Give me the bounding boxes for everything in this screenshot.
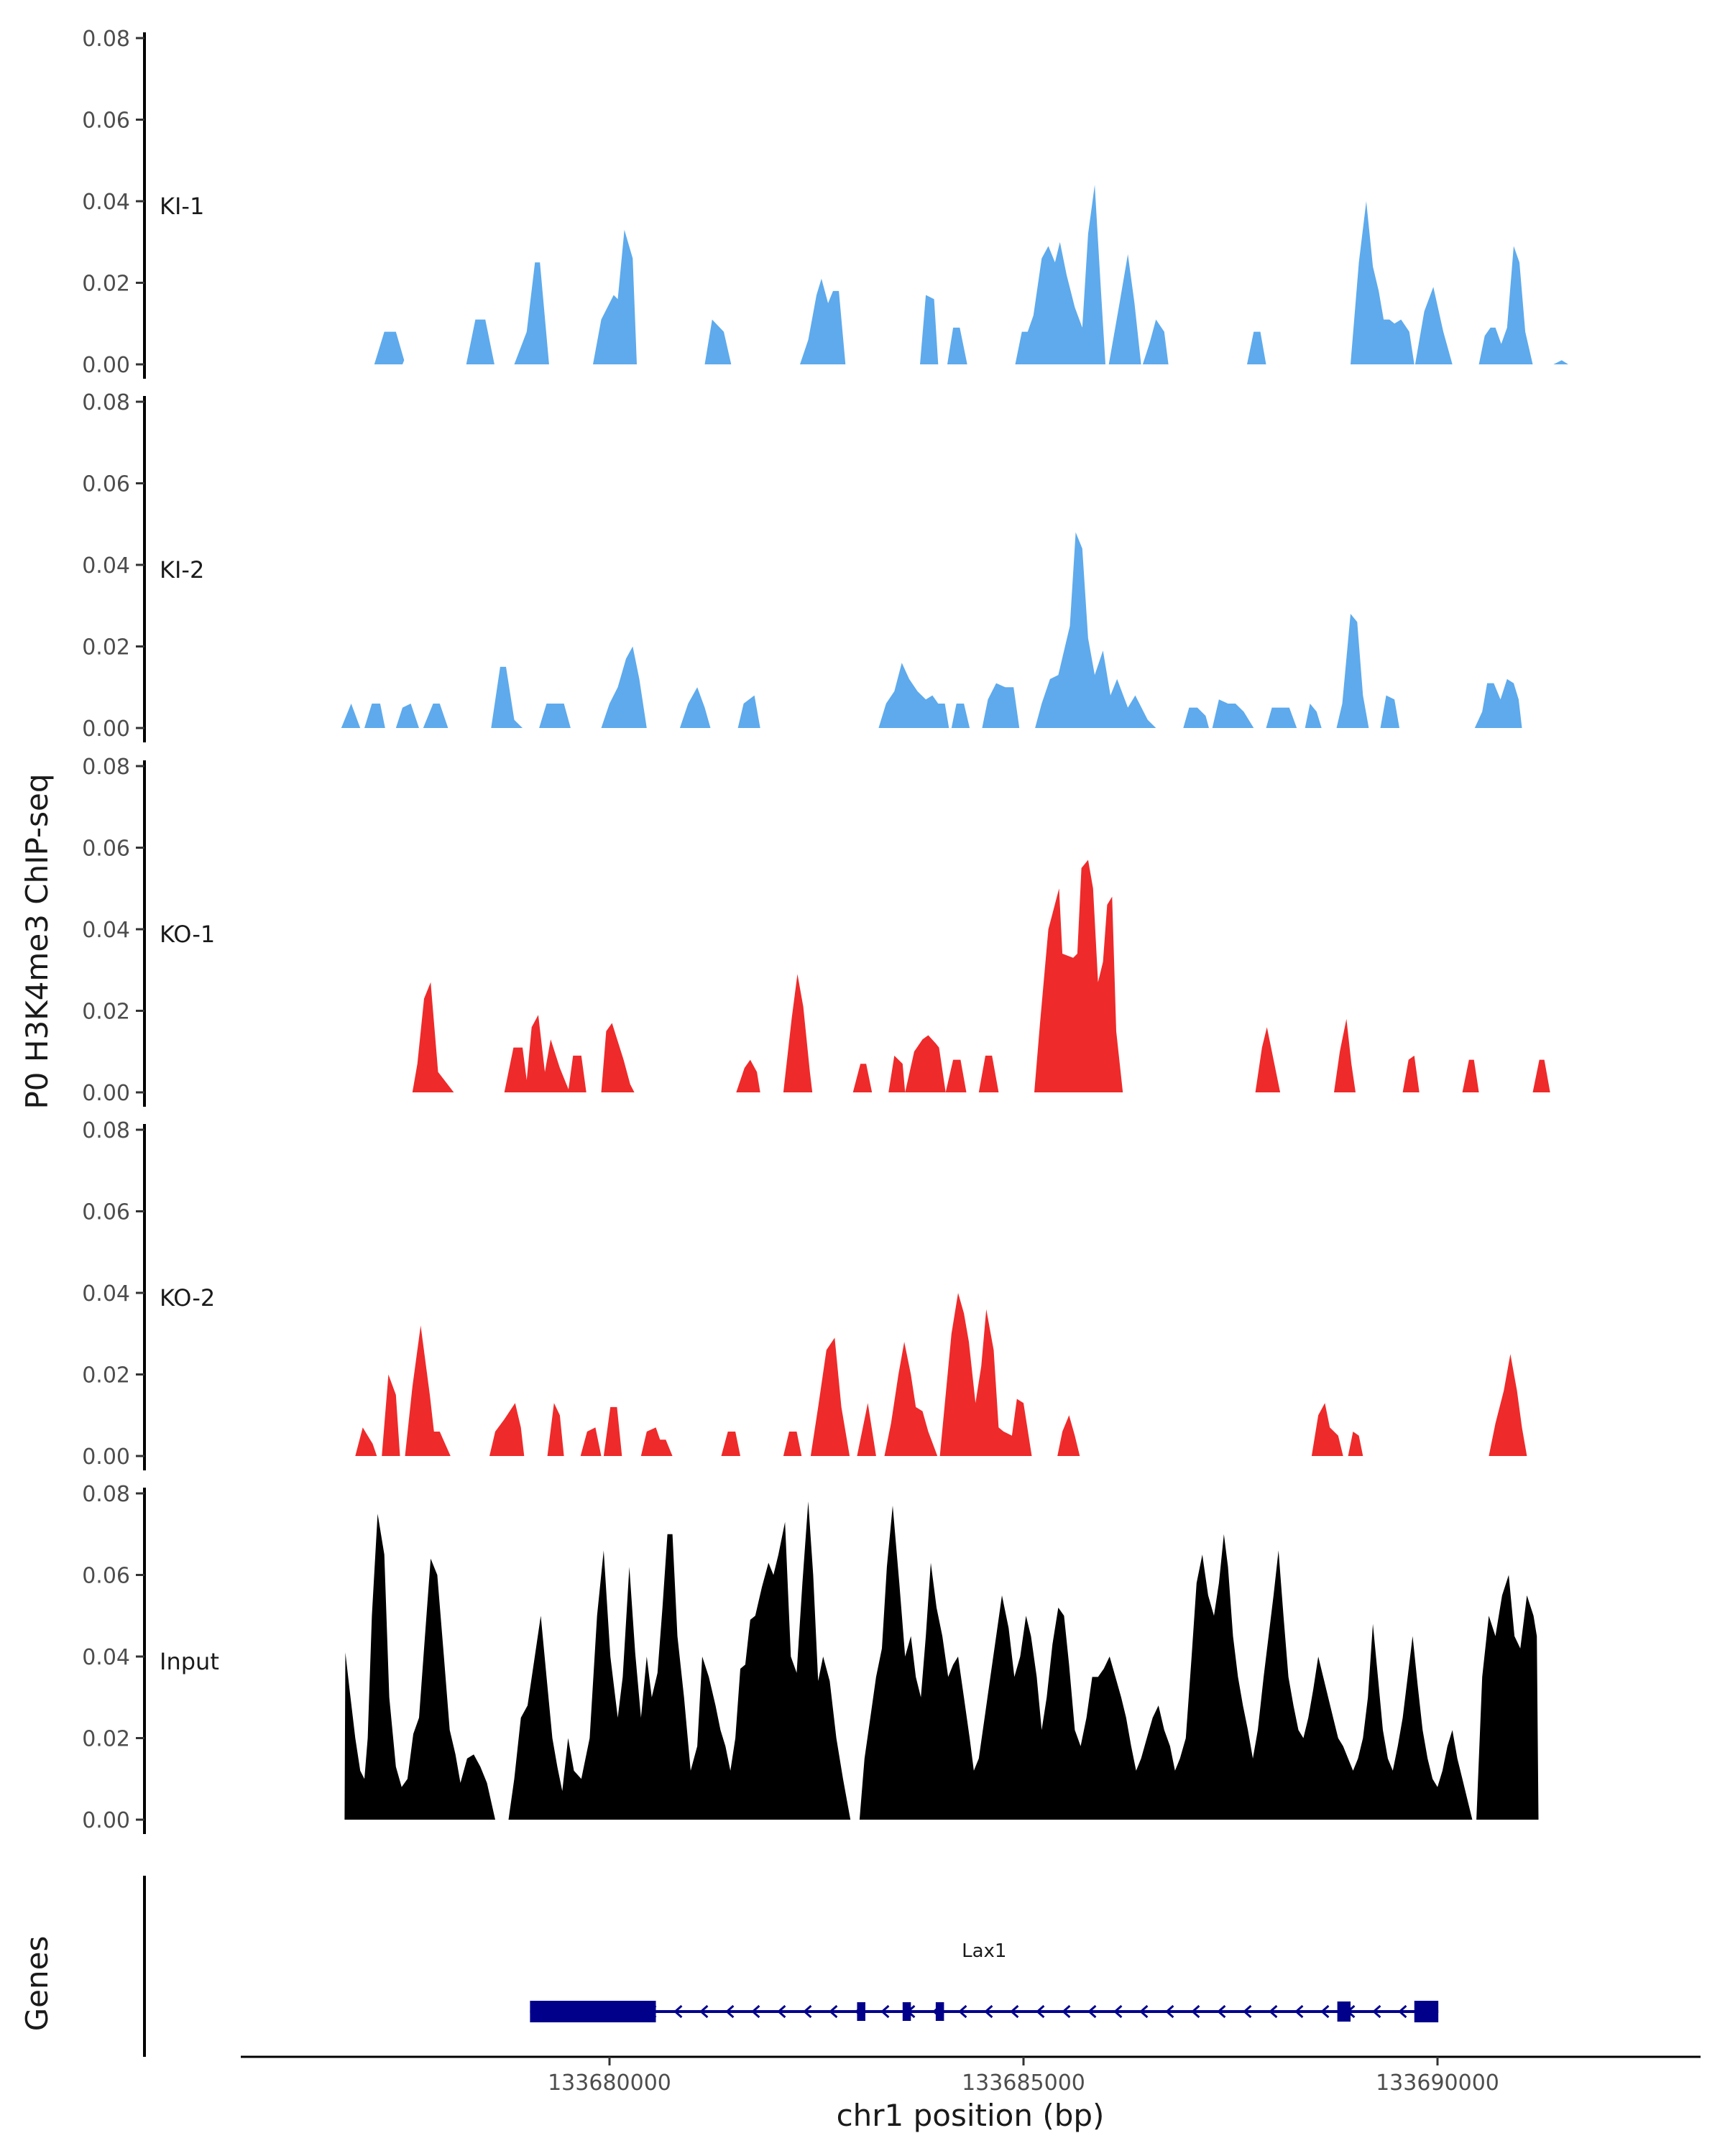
gene-exon <box>1337 2001 1351 2022</box>
y-tick-label-input: 0.00 <box>82 1808 130 1833</box>
gene-strand-arrow <box>777 2004 786 2019</box>
gene-strand-arrow <box>1087 2004 1097 2019</box>
y-tick-label-ko-1: 0.00 <box>82 1081 130 1106</box>
gene-strand-arrow <box>1139 2004 1149 2019</box>
gene-strand-arrow <box>725 2004 735 2019</box>
gene-strand-arrow <box>751 2004 760 2019</box>
gene-strand-arrow <box>984 2004 993 2019</box>
y-tick-label-ko-2: 0.02 <box>82 1363 130 1388</box>
gene-strand-arrow <box>1217 2004 1226 2019</box>
y-tick-label-ki-1: 0.04 <box>82 190 130 215</box>
gene-strand-arrow <box>1294 2004 1304 2019</box>
gene-label-lax1: Lax1 <box>962 1940 1006 1962</box>
y-tick-label-ko-1: 0.08 <box>82 755 130 780</box>
x-axis: 133680000 133685000 133690000 <box>241 2055 1701 2096</box>
gene-exon <box>902 2002 911 2021</box>
y-tick-label-input: 0.06 <box>82 1564 130 1589</box>
gene-strand-arrow <box>1036 2004 1045 2019</box>
coverage-area-ki-1 <box>374 185 1568 364</box>
gene-strand-arrow <box>1320 2004 1330 2019</box>
y-tick-label-ki-1: 0.00 <box>82 353 130 378</box>
gene-strand-arrow <box>1191 2004 1200 2019</box>
coverage-area-ko-1 <box>412 860 1550 1092</box>
x-tick-label: 133685000 <box>962 2070 1085 2096</box>
y-tick-label-ko-2: 0.04 <box>82 1281 130 1307</box>
coverage-area-ko-2 <box>355 1293 1527 1456</box>
y-tick-label-input: 0.02 <box>82 1727 130 1752</box>
gene-strand-arrow <box>673 2004 683 2019</box>
gene-strand-arrow <box>803 2004 812 2019</box>
track-panel-input: 0.00 0.02 0.04 0.06 0.08 Input <box>82 1482 1539 1834</box>
y-tick-label-input: 0.04 <box>82 1645 130 1670</box>
y-tick-label-ki-2: 0.08 <box>82 390 130 415</box>
y-tick-label-ko-2: 0.00 <box>82 1445 130 1470</box>
track-label-ki-1: KI-1 <box>160 193 204 220</box>
x-tick-label: 133680000 <box>548 2070 671 2096</box>
gene-strand-arrow <box>829 2004 838 2019</box>
y-tick-label-ki-2: 0.04 <box>82 553 130 579</box>
coverage-area-input <box>344 1501 1539 1820</box>
coverage-area-ki-2 <box>341 532 1522 728</box>
y-tick-label-ko-2: 0.08 <box>82 1118 130 1143</box>
y-tick-label-ki-1: 0.02 <box>82 272 130 297</box>
track-label-ko-2: KO-2 <box>160 1284 215 1312</box>
gene-strand-arrow <box>1165 2004 1174 2019</box>
y-tick-label-ko-1: 0.02 <box>82 1000 130 1025</box>
gene-exon <box>1414 2001 1439 2022</box>
y-tick-label-ki-2: 0.00 <box>82 717 130 742</box>
track-label-ki-2: KI-2 <box>160 556 204 584</box>
y-tick-label-ki-2: 0.06 <box>82 472 130 497</box>
gene-strand-arrow <box>1113 2004 1123 2019</box>
x-axis-title: chr1 position (bp) <box>837 2098 1105 2133</box>
y-axis-title: P0 H3K4me3 ChIP-seq <box>19 773 55 1109</box>
gene-exon <box>857 2002 865 2021</box>
gene-exon <box>530 2001 656 2022</box>
track-panel-ko-2: 0.00 0.02 0.04 0.06 0.08 KO-2 <box>82 1118 1527 1470</box>
x-tick-label: 133690000 <box>1376 2070 1499 2096</box>
gene-strand-arrow <box>1372 2004 1381 2019</box>
track-label-ko-1: KO-1 <box>160 921 215 948</box>
y-tick-label-input: 0.08 <box>82 1482 130 1507</box>
y-tick-label-ko-1: 0.04 <box>82 918 130 943</box>
genes-axis-title: Genes <box>19 1936 55 2032</box>
gene-strand-arrow <box>1010 2004 1019 2019</box>
track-panel-ko-1: 0.00 0.02 0.04 0.06 0.08 KO-1 <box>82 755 1550 1107</box>
y-tick-label-ki-1: 0.08 <box>82 27 130 52</box>
track-panel-ki-1: 0.00 0.02 0.04 0.06 0.08 KI-1 <box>82 27 1568 379</box>
tracks-layer: 0.00 0.02 0.04 0.06 0.08 KI-1 0.00 0.02 0.04 0.06… <box>82 27 1568 1834</box>
gene-strand-arrow <box>1243 2004 1252 2019</box>
gene-strand-arrow <box>1062 2004 1071 2019</box>
track-panel-ki-2: 0.00 0.02 0.04 0.06 0.08 KI-2 <box>82 390 1522 742</box>
y-tick-label-ki-2: 0.02 <box>82 635 130 660</box>
y-tick-label-ki-1: 0.06 <box>82 109 130 134</box>
gene-strand-arrow <box>880 2004 890 2019</box>
gene-exon <box>935 2002 944 2021</box>
track-label-input: Input <box>160 1648 219 1675</box>
y-tick-label-ko-1: 0.06 <box>82 837 130 862</box>
gene-strand-arrow <box>1398 2004 1407 2019</box>
y-tick-label-ko-2: 0.06 <box>82 1200 130 1225</box>
gene-strand-arrow <box>958 2004 967 2019</box>
gene-strand-arrow <box>1269 2004 1278 2019</box>
gene-strand-arrow <box>699 2004 709 2019</box>
gene-panel: Lax1 <box>143 1876 1439 2057</box>
